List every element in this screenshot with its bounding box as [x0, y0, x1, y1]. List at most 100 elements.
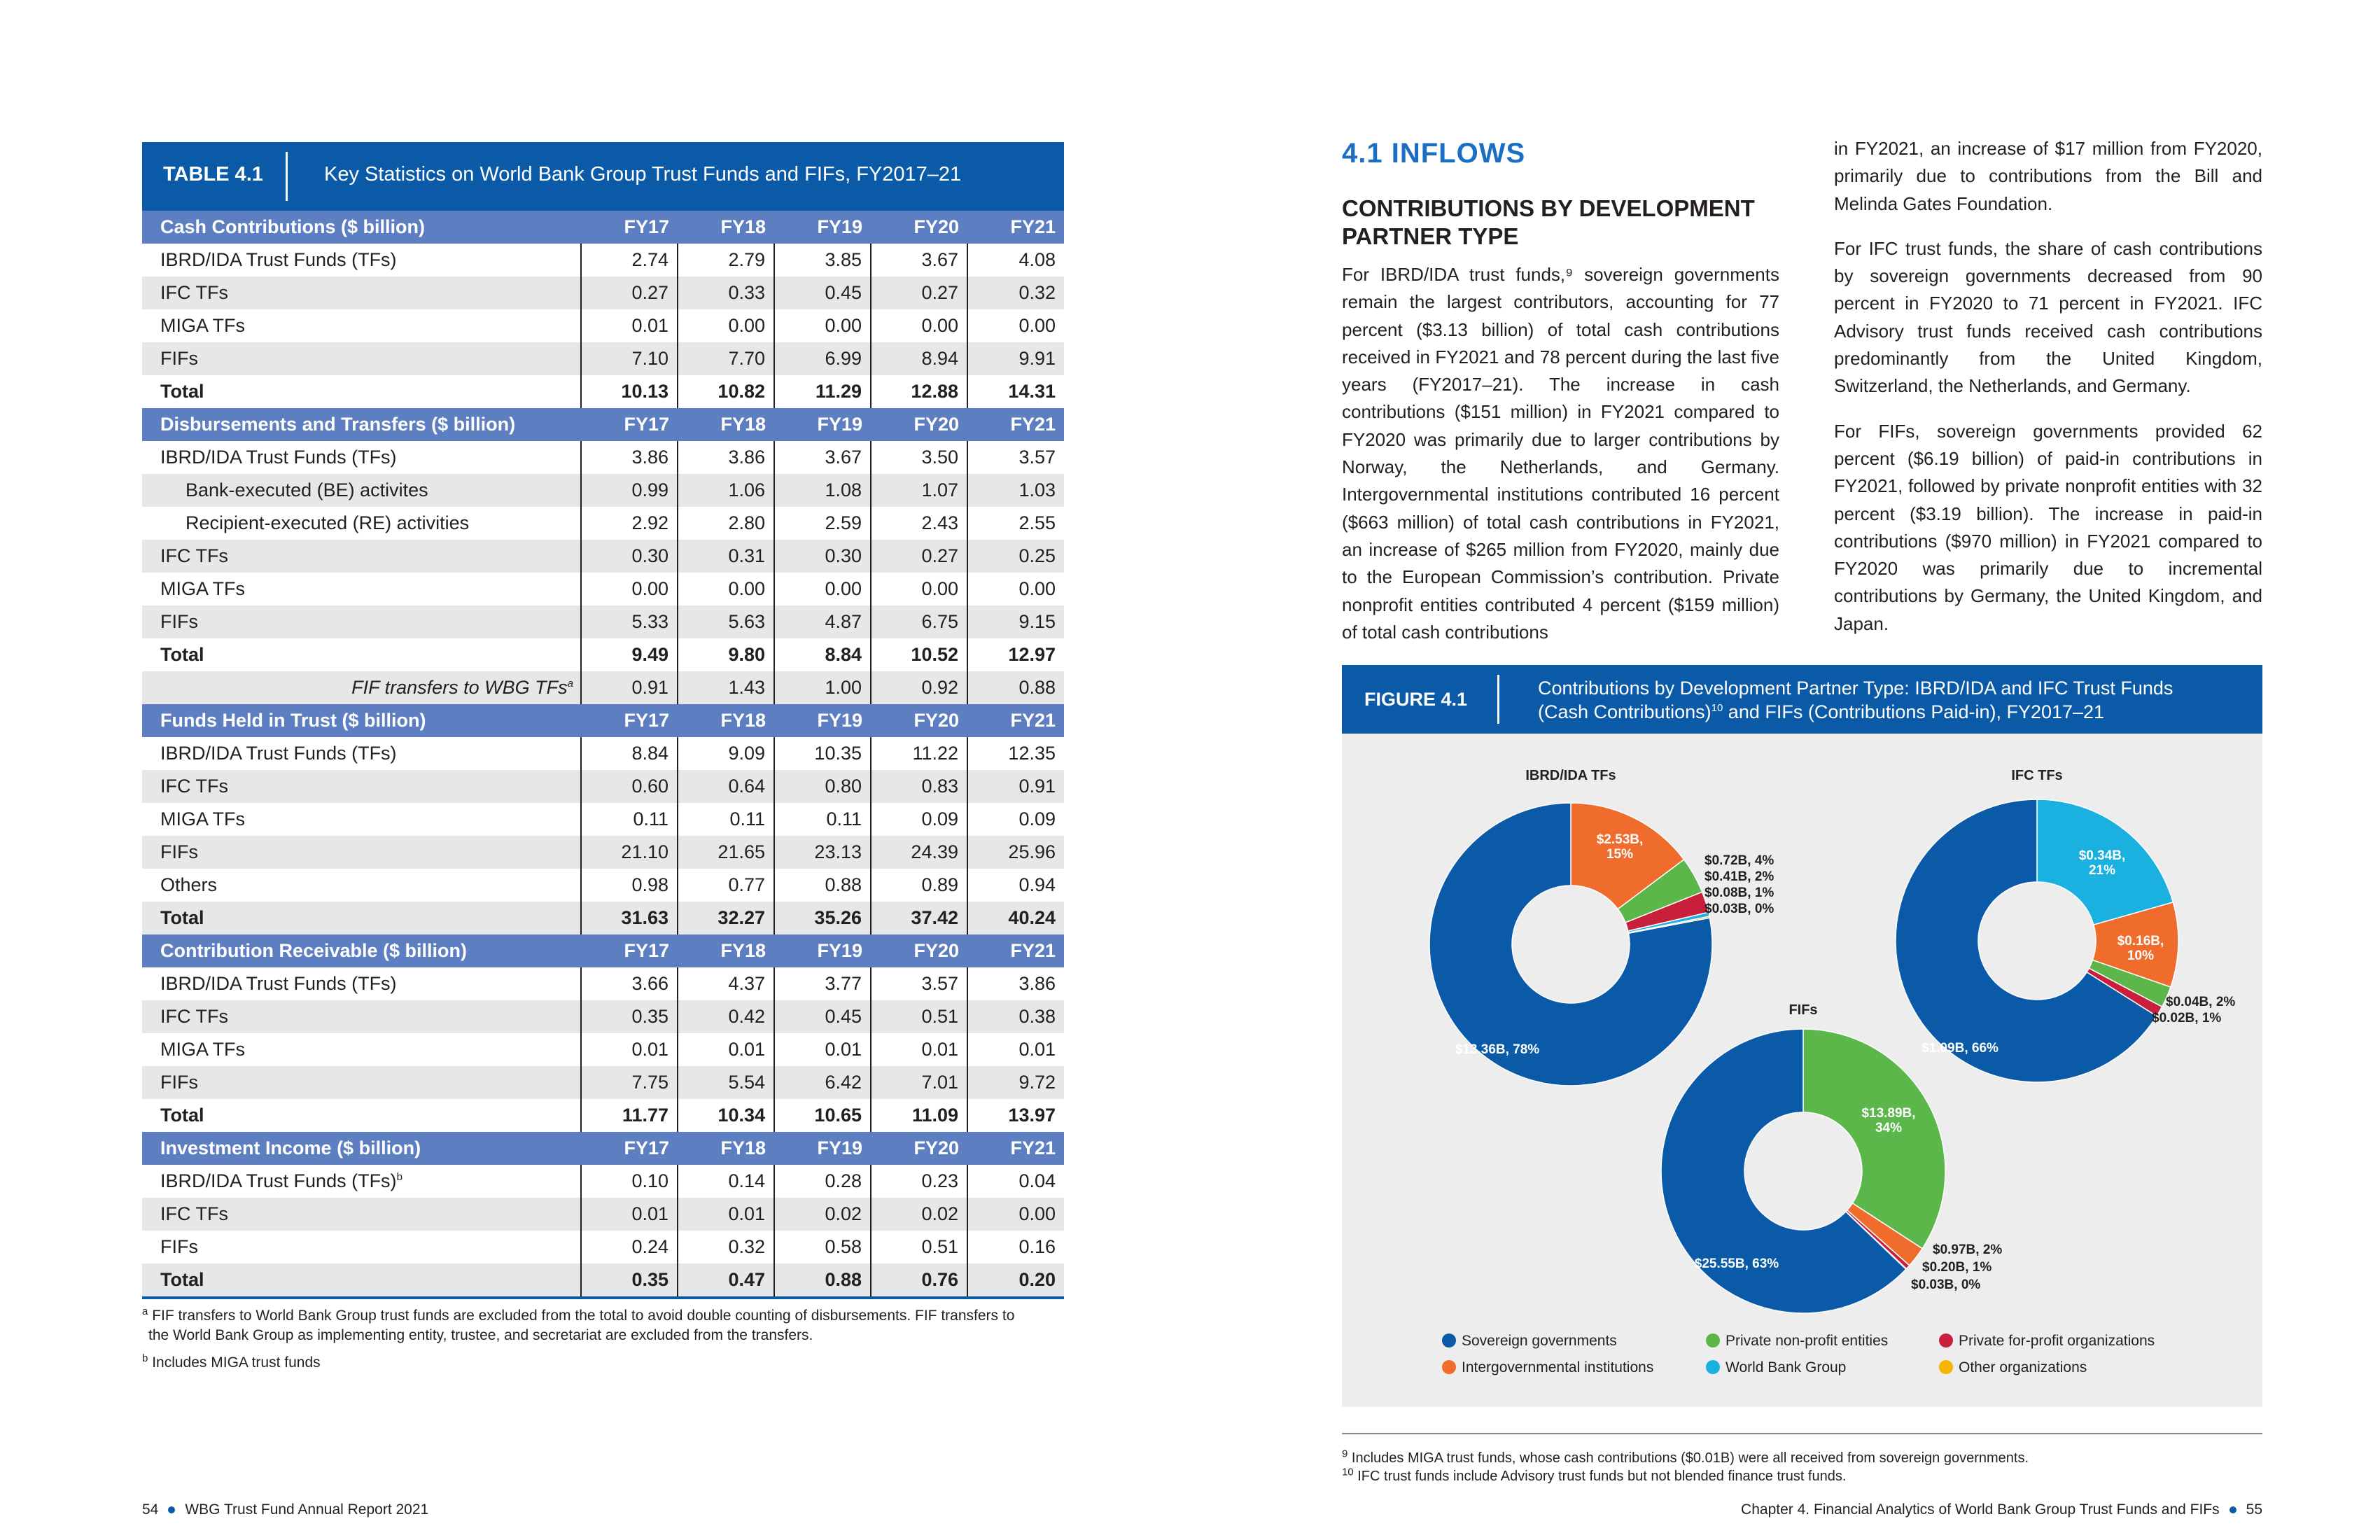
table-cell: 0.77 [677, 869, 774, 902]
table-cell: 0.80 [774, 770, 871, 803]
table-cell: 2.79 [677, 244, 774, 276]
table-cell: 7.70 [677, 342, 774, 375]
slice-data-label: $0.72B, 4% [1704, 853, 1774, 868]
table-cell: 0.02 [870, 1198, 967, 1231]
table-cell: 0.01 [580, 1198, 678, 1231]
table-cell: 0.32 [967, 276, 1064, 309]
slice-data-label: $13.36B, 78% [1455, 1042, 1540, 1057]
table-cell: 0.99 [580, 474, 678, 507]
table-cell: 0.11 [774, 803, 871, 836]
body-column-2: in FY2021, an increase of $17 million fr… [1834, 135, 2262, 655]
table-cell: 0.00 [967, 1198, 1064, 1231]
table-cell: 4.08 [967, 244, 1064, 276]
column-header: FY19 [774, 211, 871, 244]
row-label: Total [142, 1264, 581, 1299]
table-cell: 9.91 [967, 342, 1064, 375]
table-cell: 3.57 [967, 441, 1064, 474]
table-cell: 0.88 [967, 671, 1064, 704]
table-total-row: Total 10.13 10.82 11.29 12.88 14.31 [142, 375, 1064, 408]
table-cell: 3.86 [677, 441, 774, 474]
chart-title: FIFs [1788, 1002, 1817, 1018]
footnote-b-text: Includes MIGA trust funds [152, 1354, 321, 1371]
table-cell: 8.84 [774, 638, 871, 671]
slice-data-label: $1.09B, 66% [1921, 1041, 1998, 1056]
table-cell: 5.33 [580, 606, 678, 638]
row-label: Disbursements and Transfers ($ billion) [142, 408, 581, 441]
row-label-text: IFC TFs [160, 1203, 228, 1224]
row-label-text: Cash Contributions ($ billion) [160, 216, 425, 237]
footnote-b-mark: b [142, 1352, 148, 1364]
table-cell: 0.01 [870, 1033, 967, 1066]
table-cell: 3.57 [870, 967, 967, 1000]
column-header: FY20 [871, 704, 967, 737]
row-label: MIGA TFs [142, 803, 581, 836]
table-cell: 0.27 [580, 276, 678, 309]
table-cell: 2.92 [580, 507, 678, 540]
table-row: IBRD/IDA Trust Funds (TFs)b 0.10 0.14 0.28 0… [142, 1165, 1064, 1198]
row-label: Others [142, 869, 581, 902]
table-cell: 8.84 [580, 737, 678, 770]
table-cell: 0.60 [580, 770, 678, 803]
table-header: TABLE 4.1 Key Statistics on World Bank G… [142, 142, 1064, 211]
chart-title: IBRD/IDA TFs [1525, 768, 1616, 783]
column-header: FY20 [871, 408, 967, 441]
table-cell: 2.55 [967, 507, 1064, 540]
table-cell: 9.49 [580, 638, 678, 671]
table-cell: 10.34 [677, 1099, 774, 1132]
row-label-text: IFC TFs [160, 1006, 228, 1027]
right-footnote-10: 10 IFC trust funds include Advisory trus… [1342, 1466, 1846, 1485]
table-cell: 0.09 [870, 803, 967, 836]
key-statistics-table: Cash Contributions ($ billion) FY17 FY18 FY… [142, 211, 1064, 1299]
table-cell: 11.77 [580, 1099, 678, 1132]
table-cell: 32.27 [677, 902, 774, 934]
table-cell: 0.38 [967, 1000, 1064, 1033]
row-footnote-mark: b [396, 1171, 402, 1183]
table-cell: 14.31 [967, 375, 1064, 408]
key-statistics-table-body: Cash Contributions ($ billion) FY17 FY18 FY… [142, 211, 1064, 1299]
row-label: IFC TFs [142, 770, 581, 803]
row-label-text: IFC TFs [160, 776, 228, 797]
row-label: IFC TFs [142, 1000, 581, 1033]
table-cell: 0.25 [967, 540, 1064, 573]
donut-charts: IBRD/IDA TFs $13.36B, 78% $2.53B, 15% $0.72B… [1429, 768, 2235, 1314]
table-row: FIF transfers to WBG TFsa 0.91 1.43 1.00 0.9… [142, 671, 1064, 704]
figure-title-line2a: (Cash Contributions) [1538, 701, 1712, 722]
donut-slice [1802, 1028, 1946, 1250]
left-page-number: 54 [142, 1502, 159, 1518]
table-title: Key Statistics on World Bank Group Trust… [324, 163, 962, 186]
row-label: Funds Held in Trust ($ billion) [142, 704, 581, 737]
table-row: MIGA TFs 0.01 0.01 0.01 0.01 0.01 [142, 1033, 1064, 1066]
row-label: Bank-executed (BE) activites [142, 474, 581, 507]
row-label: MIGA TFs [142, 573, 581, 606]
row-label-text: MIGA TFs [160, 315, 246, 336]
figure-body: IBRD/IDA TFs $13.36B, 78% $2.53B, 15% $0.72B… [1342, 734, 2262, 1407]
table-cell: 3.85 [774, 244, 871, 276]
table-cell: 6.42 [774, 1066, 871, 1099]
table-cell: 0.23 [870, 1165, 967, 1198]
table-cell: 0.00 [967, 309, 1064, 342]
column-header: FY21 [967, 408, 1064, 441]
table-cell: 0.11 [677, 803, 774, 836]
table-cell: 1.06 [677, 474, 774, 507]
table-cell: 37.42 [870, 902, 967, 934]
column-header: FY17 [581, 211, 678, 244]
row-label-text: FIFs [160, 1072, 198, 1093]
table-cell: 0.91 [580, 671, 678, 704]
row-label-text: FIFs [160, 611, 198, 632]
table-cell: 0.28 [774, 1165, 871, 1198]
slice-data-label: $0.02B, 1% [2152, 1011, 2221, 1026]
table-cell: 3.66 [580, 967, 678, 1000]
row-label: FIFs [142, 606, 581, 638]
table-row: MIGA TFs 0.11 0.11 0.11 0.09 0.09 [142, 803, 1064, 836]
row-label: IBRD/IDA Trust Funds (TFs) [142, 967, 581, 1000]
table-cell: 21.65 [677, 836, 774, 869]
table-cell: 0.30 [774, 540, 871, 573]
table-footnote-b: b Includes MIGA trust funds [142, 1352, 321, 1371]
table-cell: 0.00 [677, 573, 774, 606]
row-label: FIF transfers to WBG TFsa [142, 671, 581, 704]
footnote-a-line1: FIF transfers to World Bank Group trust … [152, 1308, 1015, 1324]
table-cell: 21.10 [580, 836, 678, 869]
table-cell: 0.51 [870, 1000, 967, 1033]
table-total-row: Total 0.35 0.47 0.88 0.76 0.20 [142, 1264, 1064, 1299]
table-cell: 0.64 [677, 770, 774, 803]
